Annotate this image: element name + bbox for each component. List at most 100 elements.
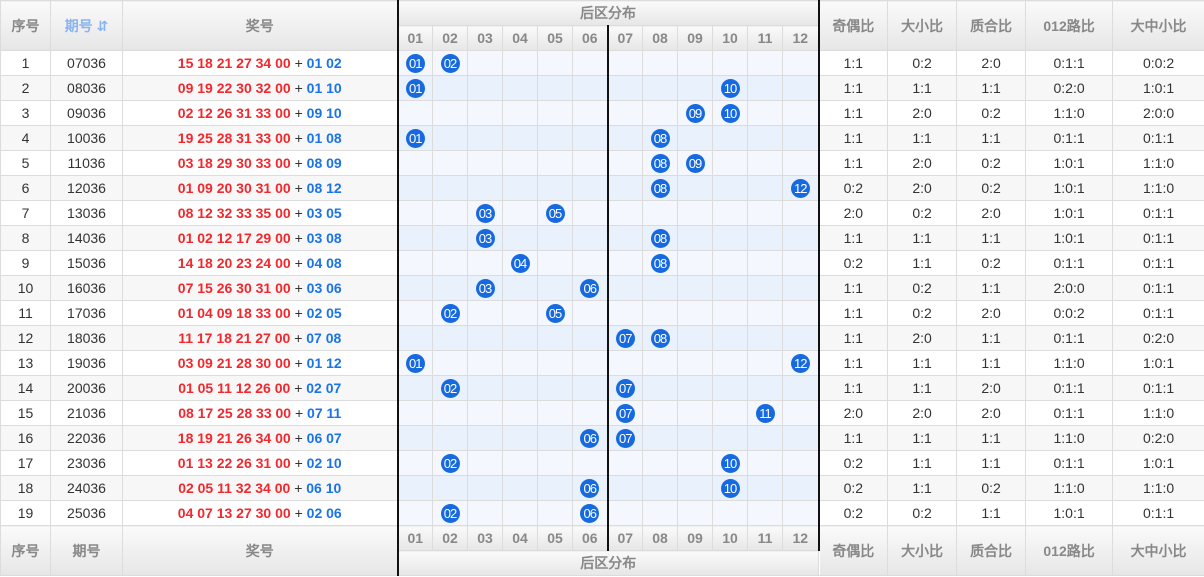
footer-back-dist: 后区分布	[396, 550, 820, 576]
ratio-r: 1:1:0	[1025, 100, 1114, 126]
ratio-pc: 1:1	[956, 275, 1027, 301]
period-cell: 15036	[50, 250, 123, 276]
table-row: 3 09036 02 12 26 31 33 00 + 09 10 09 10 1:1…	[0, 100, 1204, 126]
ball-marker: 08	[650, 253, 670, 273]
dist-cell-12	[781, 100, 820, 126]
dist-cell-02	[432, 225, 468, 251]
ratio-bs: 1:1	[887, 75, 958, 101]
table-row: 15 21036 08 17 25 28 33 00 + 07 11 07 11 2:…	[0, 400, 1204, 426]
plus-sign: +	[294, 480, 303, 496]
ratio-pc: 0:2	[956, 175, 1027, 201]
table-row: 9 15036 14 18 20 23 24 00 + 04 08 04 08 0:2…	[0, 250, 1204, 276]
ratio-r: 1:0:1	[1025, 200, 1114, 226]
front-numbers: 03 09 21 28 30 00	[177, 355, 291, 371]
ratio-r: 1:0:1	[1025, 150, 1114, 176]
ratio-oe: 0:2	[818, 475, 889, 501]
ratio-oe: 0:2	[818, 500, 889, 526]
dist-cell-04	[502, 500, 538, 526]
col-header-08: 08	[642, 25, 678, 51]
ball-marker: 01	[405, 353, 425, 373]
dist-cell-03	[467, 175, 503, 201]
dist-cell-07	[606, 300, 643, 326]
ratio-pc: 0:2	[956, 100, 1027, 126]
dist-cell-07	[606, 450, 643, 476]
dist-cell-07	[606, 475, 643, 501]
dist-cell-01	[396, 100, 433, 126]
ratio-oe: 0:2	[818, 250, 889, 276]
dist-cell-11	[747, 200, 783, 226]
ratio-oe: 1:1	[818, 75, 889, 101]
dist-cell-11	[747, 425, 783, 451]
ratio-r: 0:1:1	[1025, 250, 1114, 276]
dist-cell-05	[537, 500, 573, 526]
ball-marker: 07	[615, 378, 635, 398]
sort-icon[interactable]: ⇵	[96, 17, 109, 34]
dist-cell-10	[712, 350, 748, 376]
front-numbers: 18 19 21 26 34 00	[177, 430, 291, 446]
dist-cell-04	[502, 50, 538, 76]
dist-cell-10	[712, 400, 748, 426]
back-numbers: 07 08	[306, 330, 342, 346]
dist-cell-02	[432, 400, 468, 426]
ball-marker: 07	[615, 328, 635, 348]
dist-cell-08: 08	[642, 225, 678, 251]
dist-cell-04	[502, 100, 538, 126]
dist-cell-06	[572, 300, 608, 326]
ball-marker: 02	[440, 378, 460, 398]
front-numbers: 01 09 20 30 31 00	[177, 180, 291, 196]
seq-cell: 14	[0, 375, 51, 401]
dist-cell-08: 08	[642, 150, 678, 176]
ratio-bs: 2:0	[887, 175, 958, 201]
plus-sign: +	[294, 305, 303, 321]
col-header-02: 02	[432, 525, 468, 551]
dist-cell-03: 03	[467, 225, 503, 251]
dist-cell-07	[606, 175, 643, 201]
ratio-pc: 0:2	[956, 150, 1027, 176]
dist-cell-01	[396, 275, 433, 301]
dist-cell-05	[537, 125, 573, 151]
dist-cell-06	[572, 400, 608, 426]
dist-cell-11	[747, 475, 783, 501]
dist-cell-11	[747, 150, 783, 176]
ratio-bms: 1:1:0	[1112, 475, 1204, 501]
ratio-bs: 0:2	[887, 300, 958, 326]
dist-cell-06	[572, 75, 608, 101]
back-numbers: 04 08	[306, 255, 342, 271]
dist-cell-12	[781, 500, 820, 526]
ratio-bms: 2:0:0	[1112, 100, 1204, 126]
ball-marker: 02	[440, 303, 460, 323]
ratio-oe: 1:1	[818, 275, 889, 301]
ball-marker: 07	[615, 403, 635, 423]
period-cell: 25036	[50, 500, 123, 526]
ratio-bs: 1:1	[887, 225, 958, 251]
dist-cell-03	[467, 50, 503, 76]
ratio-r: 1:1:0	[1025, 350, 1114, 376]
back-numbers: 02 07	[306, 380, 342, 396]
dist-cell-09	[677, 425, 713, 451]
front-numbers: 19 25 28 31 33 00	[177, 130, 291, 146]
dist-cell-05	[537, 350, 573, 376]
dist-cell-10: 10	[712, 475, 748, 501]
dist-cell-10	[712, 325, 748, 351]
ratio-pc: 0:2	[956, 250, 1027, 276]
dist-cell-02: 02	[432, 500, 468, 526]
ball-marker: 03	[475, 228, 495, 248]
period-cell: 18036	[50, 325, 123, 351]
dist-cell-07	[606, 350, 643, 376]
front-numbers: 01 13 22 26 31 00	[177, 455, 291, 471]
front-numbers: 08 17 25 28 33 00	[178, 405, 292, 421]
dist-cell-02	[432, 125, 468, 151]
ball-marker: 12	[790, 353, 810, 373]
header-period[interactable]: 期号 ⇵	[50, 0, 123, 51]
table-row: 1 07036 15 18 21 27 34 00 + 01 02 01 02 1:1…	[0, 50, 1204, 76]
dist-cell-09	[677, 50, 713, 76]
dist-cell-01: 01	[396, 50, 433, 76]
plus-sign: +	[294, 280, 303, 296]
dist-cell-02: 02	[432, 375, 468, 401]
ratio-bms: 1:1:0	[1112, 400, 1204, 426]
period-cell: 24036	[50, 475, 123, 501]
dist-cell-07	[606, 125, 643, 151]
dist-cell-07	[606, 250, 643, 276]
dist-cell-12	[781, 125, 820, 151]
numbers-cell: 02 05 11 32 34 00 + 06 10	[122, 475, 398, 501]
